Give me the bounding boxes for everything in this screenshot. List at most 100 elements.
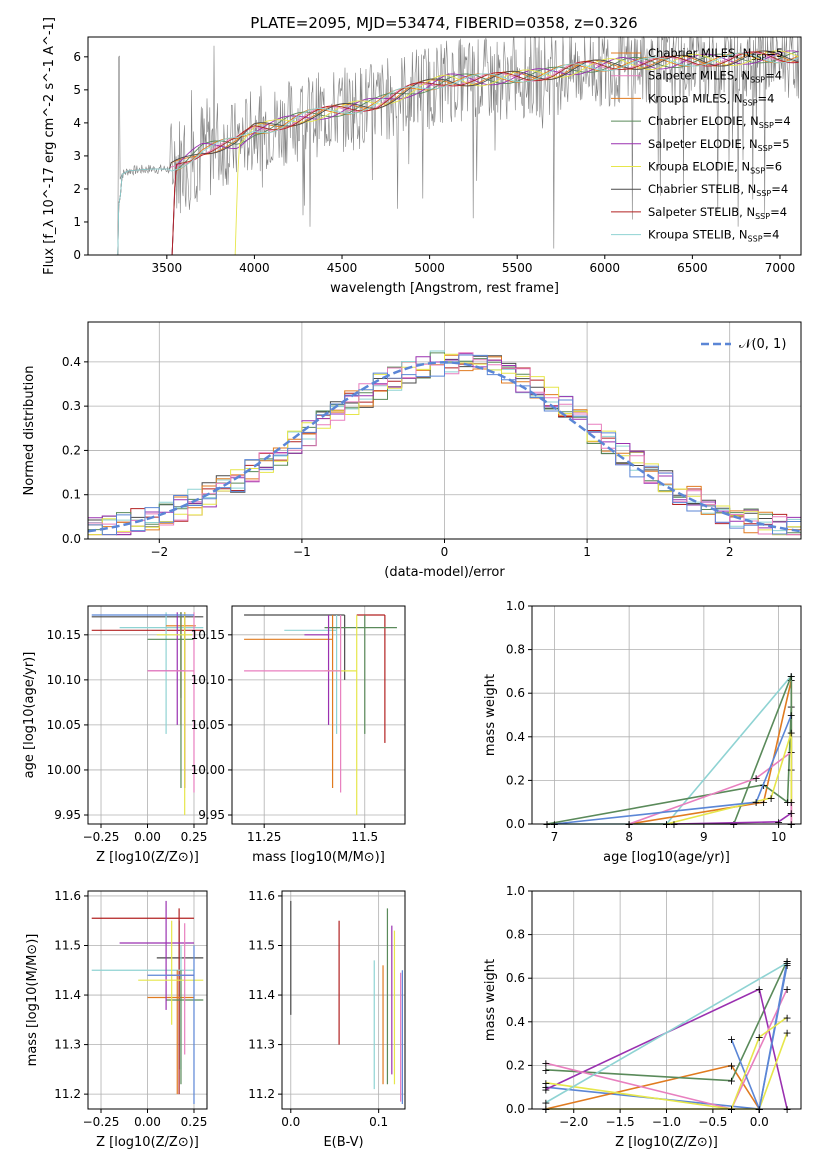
x-tick-label: 4000 — [239, 261, 270, 275]
x-tick-label: 7 — [551, 830, 559, 844]
weight-marker: + — [541, 1081, 550, 1094]
weight-marker: + — [752, 772, 761, 785]
weight-marker: + — [541, 1083, 550, 1096]
x-tick-label: 0.0 — [750, 1115, 769, 1129]
y-tick-label: 10.05 — [191, 718, 225, 732]
x-tick-label: −1.0 — [652, 1115, 681, 1129]
x-axis-label: Z [log10(Z/Z⊙)] — [615, 1135, 718, 1150]
x-tick-label: 0.0 — [281, 1115, 300, 1129]
y-tick-label: 9.95 — [198, 808, 225, 822]
figure-title: PLATE=2095, MJD=53474, FIBERID=0358, z=0… — [250, 14, 637, 32]
x-tick-label: −2 — [150, 545, 168, 559]
y-axis-label: mass weight — [483, 959, 498, 1041]
x-tick-label: −0.5 — [698, 1115, 727, 1129]
weight-line-9 — [545, 962, 788, 1104]
x-tick-label: 0.00 — [134, 830, 161, 844]
axes-frame — [231, 605, 406, 825]
y-tick-label: 0.0 — [506, 817, 525, 831]
x-axis-label: Z [log10(Z/Z⊙)] — [96, 1135, 199, 1150]
y-tick-label: 10.00 — [191, 763, 225, 777]
y-tick-label: 4 — [73, 116, 81, 130]
y-tick-label: 2 — [73, 182, 81, 196]
y-tick-label: 0.8 — [506, 643, 525, 657]
mass-vs-Z-marks — [91, 900, 204, 1105]
x-tick-label: 6500 — [677, 261, 708, 275]
mass-vs-EBV-marks — [290, 900, 403, 1105]
weight-line-7 — [673, 812, 792, 825]
y-tick-label: 0.2 — [62, 443, 81, 457]
y-tick-label: 0.6 — [506, 971, 525, 985]
y-tick-label: 1.0 — [506, 599, 525, 613]
y-tick-label: 11.6 — [54, 889, 81, 903]
weight-marker: + — [755, 1031, 764, 1044]
weight-marker: + — [787, 796, 796, 809]
observed-spectrum — [117, 35, 800, 256]
weight-marker: + — [782, 959, 791, 972]
x-tick-label: 3500 — [152, 261, 183, 275]
weight-marker: + — [727, 1033, 736, 1046]
legend-label: Chabrier MILES, NSSP=5 — [648, 46, 783, 62]
y-tick-label: 0.0 — [506, 1102, 525, 1116]
x-tick-label: 8 — [625, 830, 633, 844]
model-line-8 — [171, 51, 799, 256]
age-vs-mass-marks — [244, 614, 397, 815]
weight-marker: + — [541, 1096, 550, 1109]
weight-marker: + — [759, 796, 768, 809]
model-line-9 — [117, 52, 799, 256]
x-tick-label: −1.5 — [606, 1115, 635, 1129]
x-tick-label: 0.25 — [181, 1115, 208, 1129]
weight-marker: + — [541, 1077, 550, 1090]
weight-marker: + — [727, 1059, 736, 1072]
legend-label: 𝒩(0, 1) — [739, 337, 786, 352]
weight-marker: + — [541, 1057, 550, 1070]
x-tick-label: 11.5 — [351, 830, 378, 844]
y-tick-label: 10.10 — [47, 673, 81, 687]
y-tick-label: 1.0 — [506, 884, 525, 898]
x-tick-label: 2 — [726, 545, 734, 559]
y-tick-label: 0.3 — [62, 399, 81, 413]
x-axis-label: age [log10(age/yr)] — [603, 850, 730, 865]
x-axis-label: wavelength [Angstrom, rest frame] — [330, 281, 559, 296]
weight-marker: + — [782, 955, 791, 968]
y-tick-label: 10.10 — [191, 673, 225, 687]
axes-frame — [531, 605, 802, 825]
axes-frame — [87, 36, 802, 256]
y-tick-label: 6 — [73, 50, 81, 64]
x-axis-label: (data-model)/error — [384, 565, 505, 580]
x-tick-label: −2.0 — [559, 1115, 588, 1129]
axes-frame — [281, 890, 406, 1110]
weight-marker: + — [541, 1064, 550, 1077]
x-tick-label: 6000 — [590, 261, 621, 275]
legend-label: Salpeter MILES, NSSP=4 — [648, 69, 782, 85]
spectrum-axes: Chabrier MILES, NSSP=5 Salpeter MILES, NS… — [42, 17, 802, 296]
y-tick-label: 10.05 — [47, 718, 81, 732]
y-tick-label: 0.0 — [62, 532, 81, 546]
legend-label: Chabrier STELIB, NSSP=4 — [648, 182, 788, 198]
weight-line-2 — [545, 1064, 760, 1110]
legend-label: Kroupa MILES, NSSP=4 — [648, 91, 774, 107]
age-vs-Z-marks — [91, 612, 204, 815]
y-tick-label: 11.5 — [54, 939, 81, 953]
y-axis-label: mass [log10(M/M⊙)] — [25, 934, 40, 1067]
weight-marker: + — [767, 792, 776, 805]
mass-vs-EBV-axes: 0.0 0.1 11.2 11.3 11.4 11.5 11.6 E(B-V) — [248, 889, 406, 1150]
y-axis-label: Flux [f_λ 10^-17 erg cm^-2 s^-1 A^-1] — [42, 17, 57, 275]
y-tick-label: 11.3 — [54, 1038, 81, 1052]
x-tick-label: 5500 — [502, 261, 533, 275]
residual-histogram-7 — [88, 353, 801, 536]
weight-marker: + — [774, 816, 783, 829]
weight-line-8 — [545, 1016, 788, 1110]
x-tick-label: 0.00 — [134, 1115, 161, 1129]
legend-label: Chabrier ELODIE, NSSP=4 — [648, 114, 791, 130]
age-vs-Z-axes: −0.25 0.00 0.25 9.95 10.00 10.05 10.10 10.15 Z [… — [22, 605, 208, 865]
weight-marker: + — [727, 1075, 736, 1088]
mass-vs-Z-axes: −0.25 0.00 0.25 11.2 11.3 11.4 11.5 11.6 Z [log1… — [25, 889, 208, 1150]
x-tick-label: 9 — [700, 830, 708, 844]
y-tick-label: 0.6 — [506, 686, 525, 700]
x-tick-label: 4500 — [327, 261, 358, 275]
y-tick-label: 11.6 — [248, 889, 275, 903]
legend-label: Salpeter ELODIE, NSSP=5 — [648, 137, 790, 153]
x-tick-label: −0.25 — [83, 830, 120, 844]
y-tick-label: 11.2 — [248, 1087, 275, 1101]
weight-line-4 — [545, 987, 788, 1110]
